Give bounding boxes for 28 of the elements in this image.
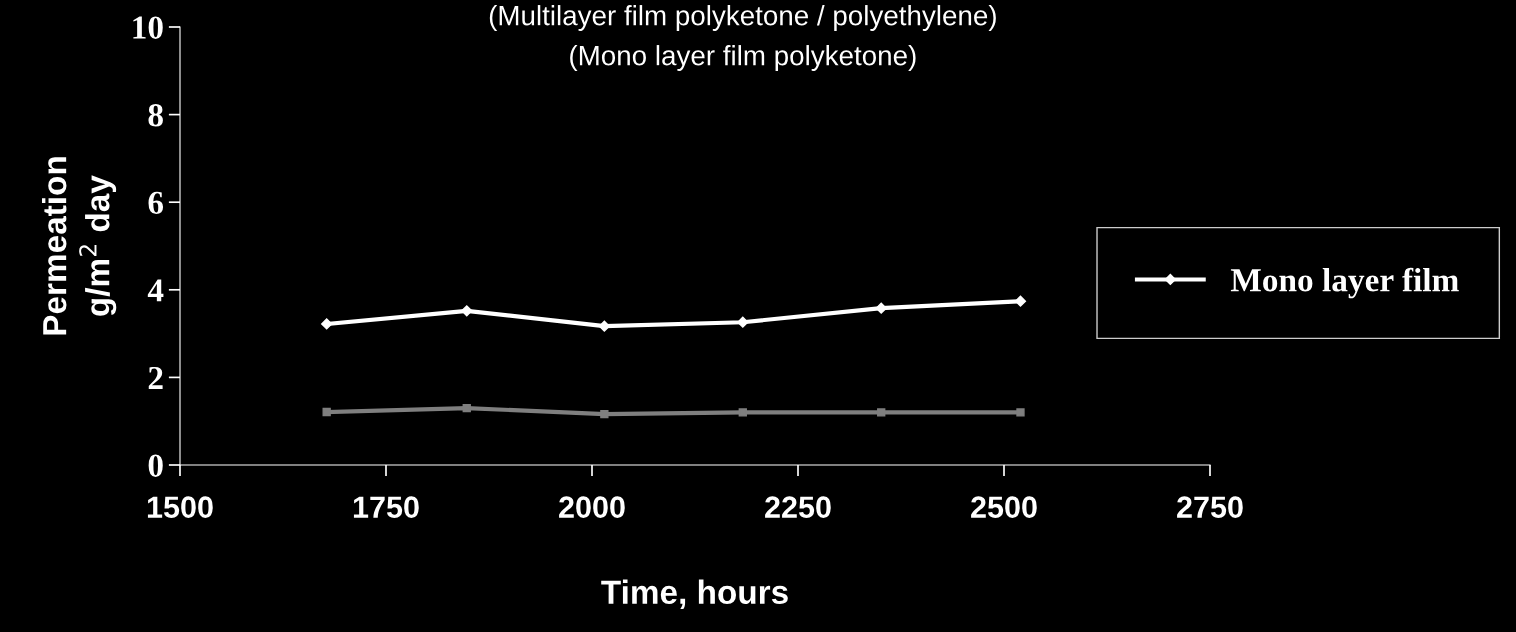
legend-label: Mono layer film [1230, 267, 1459, 299]
point [322, 407, 331, 417]
x-tick-label: 2750 [1177, 496, 1243, 518]
point [321, 318, 333, 330]
y-tick-label: 10 [133, 16, 163, 39]
y-axis-title: Permeation g/m$^{2}$ day [42, 157, 117, 335]
x-tick-label: 2500 [971, 496, 1037, 518]
point [737, 316, 749, 328]
y-tick-label: 2 [148, 366, 163, 389]
x-tick-label: 2250 [765, 496, 831, 518]
point [461, 305, 473, 317]
x-tick-label: 1500 [147, 496, 213, 518]
x-tick-label: 1750 [353, 496, 419, 518]
y-tick-label: 0 [148, 454, 163, 477]
point [600, 410, 609, 419]
point [738, 408, 747, 417]
y-tick-label: 8 [148, 104, 163, 127]
point [462, 403, 471, 413]
point [877, 408, 886, 417]
point [875, 302, 887, 314]
point [598, 320, 610, 332]
text: (Mono layer film polyketone) [570, 45, 916, 71]
x-tick-label: 2000 [559, 496, 625, 518]
x-axis-title: Time, hours [601, 579, 788, 609]
y-tick-label: 6 [148, 191, 164, 215]
y-tick-label: 4 [147, 279, 164, 302]
point [1016, 408, 1025, 417]
chart-title: (Multilayer film polyketone / polyethylene) [489, 5, 996, 31]
